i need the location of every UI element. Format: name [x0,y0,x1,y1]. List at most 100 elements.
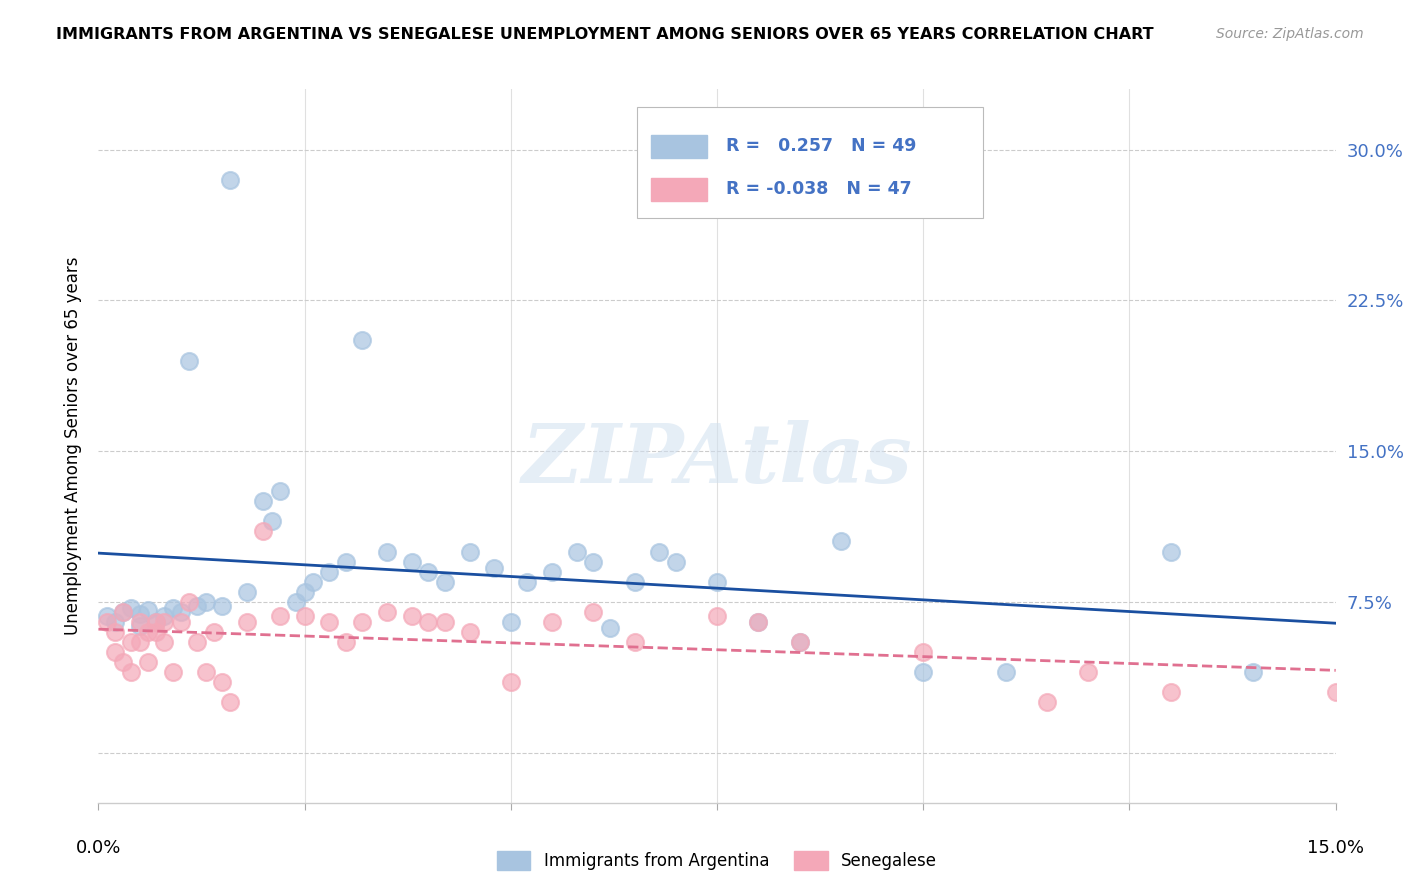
Point [136,603,159,617]
Point [112,655,135,669]
Point [830,534,852,549]
Point [458,544,481,558]
Text: 15.0%: 15.0% [1308,839,1364,857]
Point [186,599,208,613]
Point [335,555,357,569]
Point [153,635,176,649]
Point [706,574,728,589]
Point [789,635,811,649]
Point [352,615,374,629]
Point [120,665,142,680]
Point [375,605,398,619]
Point [582,555,605,569]
Point [136,655,159,669]
Point [145,624,167,639]
Point [202,624,225,639]
Point [128,619,150,633]
Point [120,600,142,615]
Point [648,544,671,558]
Point [433,574,456,589]
Text: IMMIGRANTS FROM ARGENTINA VS SENEGALESE UNEMPLOYMENT AMONG SENIORS OVER 65 YEARS: IMMIGRANTS FROM ARGENTINA VS SENEGALESE … [56,27,1154,42]
Point [375,544,398,558]
Point [269,484,291,499]
Point [706,608,728,623]
Point [219,172,242,186]
Point [401,555,423,569]
Point [96,608,118,623]
Point [162,665,184,680]
Point [252,494,274,508]
Point [170,615,193,629]
Point [260,515,283,529]
Point [1324,685,1347,699]
Bar [651,178,707,201]
Text: ZIPAtlas: ZIPAtlas [522,420,912,500]
Point [318,615,340,629]
Point [104,615,127,629]
Point [112,605,135,619]
Point [179,353,201,368]
Point [136,624,159,639]
Point [252,524,274,539]
Point [302,574,325,589]
Point [1036,695,1059,709]
Point [458,624,481,639]
Point [599,621,621,635]
Point [211,599,233,613]
Point [128,635,150,649]
Point [1160,544,1182,558]
Point [665,555,688,569]
Point [153,615,176,629]
Point [236,615,259,629]
Point [623,574,645,589]
Point [162,600,184,615]
Point [211,675,233,690]
FancyBboxPatch shape [637,107,983,218]
Point [747,615,769,629]
Point [179,595,201,609]
Bar [651,135,707,158]
Point [352,334,374,348]
Text: Source: ZipAtlas.com: Source: ZipAtlas.com [1216,27,1364,41]
Point [104,645,127,659]
Point [335,635,357,649]
Point [418,615,440,629]
Point [170,605,193,619]
Point [194,595,217,609]
Point [565,544,588,558]
Point [1241,665,1264,680]
Point [294,584,316,599]
Point [401,608,423,623]
Point [285,595,308,609]
Point [219,695,242,709]
Point [994,665,1017,680]
Point [499,615,522,629]
Point [912,645,935,659]
Point [294,608,316,623]
Point [153,608,176,623]
Point [112,605,135,619]
Point [1160,685,1182,699]
Point [1077,665,1099,680]
Point [194,665,217,680]
Text: 0.0%: 0.0% [76,839,121,857]
Point [789,635,811,649]
Legend: Immigrants from Argentina, Senegalese: Immigrants from Argentina, Senegalese [491,844,943,877]
Point [145,615,167,629]
Point [541,615,564,629]
Text: R =   0.257   N = 49: R = 0.257 N = 49 [725,137,917,155]
Point [912,665,935,680]
Point [433,615,456,629]
Point [104,624,127,639]
Point [541,565,564,579]
Point [418,565,440,579]
Point [516,574,538,589]
Point [128,615,150,629]
Point [96,615,118,629]
Text: R = -0.038   N = 47: R = -0.038 N = 47 [725,180,911,198]
Point [747,615,769,629]
Point [582,605,605,619]
Point [623,635,645,649]
Point [318,565,340,579]
Y-axis label: Unemployment Among Seniors over 65 years: Unemployment Among Seniors over 65 years [65,257,83,635]
